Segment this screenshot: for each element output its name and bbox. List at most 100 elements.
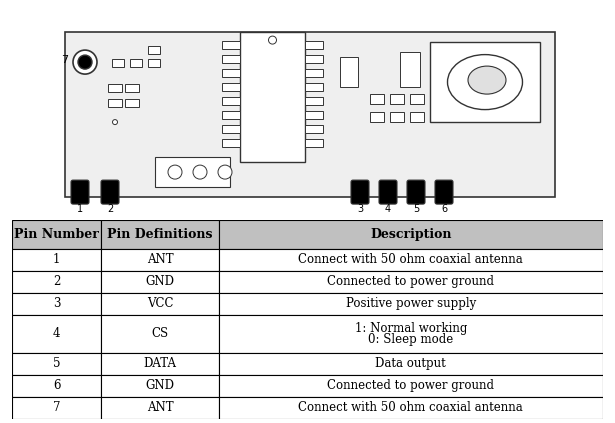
Text: Connected to power ground: Connected to power ground: [327, 275, 494, 288]
Bar: [219, 397, 603, 419]
Bar: [305, 139, 323, 147]
Text: Pin Definitions: Pin Definitions: [107, 228, 213, 241]
Text: 2: 2: [53, 275, 60, 288]
Bar: [305, 55, 323, 63]
Text: 3: 3: [53, 297, 60, 310]
Text: VCC: VCC: [146, 297, 173, 310]
Bar: [12, 271, 101, 293]
Bar: [108, 99, 122, 107]
Circle shape: [73, 50, 97, 74]
Text: DATA: DATA: [143, 357, 177, 370]
Bar: [12, 220, 101, 249]
Bar: [148, 59, 160, 67]
Bar: [222, 139, 240, 147]
Bar: [101, 397, 219, 419]
Ellipse shape: [468, 66, 506, 94]
Bar: [370, 112, 384, 122]
Bar: [390, 112, 404, 122]
Bar: [155, 157, 230, 187]
Bar: [101, 352, 219, 375]
Bar: [108, 84, 122, 92]
Circle shape: [269, 36, 277, 44]
Text: 7: 7: [53, 401, 60, 414]
Bar: [222, 55, 240, 63]
Text: 6: 6: [441, 204, 447, 214]
Bar: [219, 352, 603, 375]
Bar: [222, 83, 240, 91]
Bar: [222, 125, 240, 133]
Bar: [410, 112, 424, 122]
Text: Pin Number: Pin Number: [14, 228, 99, 241]
Bar: [101, 249, 219, 271]
Bar: [101, 220, 219, 249]
Text: 0: Sleep mode: 0: Sleep mode: [368, 333, 453, 346]
Text: Connect with 50 ohm coaxial antenna: Connect with 50 ohm coaxial antenna: [298, 253, 523, 266]
Bar: [12, 397, 101, 419]
Text: 4: 4: [385, 204, 391, 214]
Bar: [305, 97, 323, 105]
Bar: [101, 293, 219, 315]
Bar: [219, 293, 603, 315]
Bar: [305, 83, 323, 91]
FancyBboxPatch shape: [407, 180, 425, 204]
Text: 7: 7: [61, 55, 68, 65]
Bar: [101, 315, 219, 352]
Text: ANT: ANT: [146, 253, 173, 266]
Bar: [410, 94, 424, 104]
Bar: [305, 125, 323, 133]
Bar: [240, 32, 305, 162]
Circle shape: [78, 55, 92, 69]
Ellipse shape: [448, 55, 523, 110]
Text: 1: Normal working: 1: Normal working: [355, 321, 467, 335]
Bar: [219, 271, 603, 293]
Text: 2: 2: [107, 204, 113, 214]
Bar: [12, 249, 101, 271]
Bar: [101, 271, 219, 293]
Text: Description: Description: [370, 228, 451, 241]
Text: 6: 6: [53, 379, 60, 392]
Bar: [222, 41, 240, 49]
Bar: [148, 46, 160, 54]
Bar: [400, 52, 420, 87]
Text: 4: 4: [53, 327, 60, 340]
Bar: [12, 293, 101, 315]
Bar: [222, 97, 240, 105]
Bar: [430, 42, 540, 122]
Bar: [340, 57, 358, 87]
Bar: [219, 220, 603, 249]
FancyBboxPatch shape: [435, 180, 453, 204]
Text: 1: 1: [53, 253, 60, 266]
Bar: [125, 99, 139, 107]
Bar: [305, 41, 323, 49]
Bar: [370, 94, 384, 104]
Text: GND: GND: [145, 379, 175, 392]
Bar: [222, 111, 240, 119]
FancyBboxPatch shape: [379, 180, 397, 204]
Bar: [219, 315, 603, 352]
Bar: [222, 69, 240, 77]
Bar: [112, 59, 124, 67]
Text: Positive power supply: Positive power supply: [346, 297, 476, 310]
Bar: [305, 111, 323, 119]
FancyBboxPatch shape: [71, 180, 89, 204]
Circle shape: [218, 165, 232, 179]
Text: Data output: Data output: [375, 357, 446, 370]
FancyBboxPatch shape: [101, 180, 119, 204]
Bar: [65, 32, 555, 197]
Bar: [101, 375, 219, 397]
Text: 1: 1: [77, 204, 83, 214]
Bar: [12, 375, 101, 397]
Bar: [305, 69, 323, 77]
Bar: [12, 352, 101, 375]
Text: ANT: ANT: [146, 401, 173, 414]
Bar: [125, 84, 139, 92]
Text: 5: 5: [413, 204, 419, 214]
Bar: [130, 59, 142, 67]
Circle shape: [168, 165, 182, 179]
Circle shape: [193, 165, 207, 179]
Text: 5: 5: [53, 357, 60, 370]
Bar: [219, 375, 603, 397]
Bar: [12, 315, 101, 352]
Text: Connected to power ground: Connected to power ground: [327, 379, 494, 392]
Bar: [219, 249, 603, 271]
